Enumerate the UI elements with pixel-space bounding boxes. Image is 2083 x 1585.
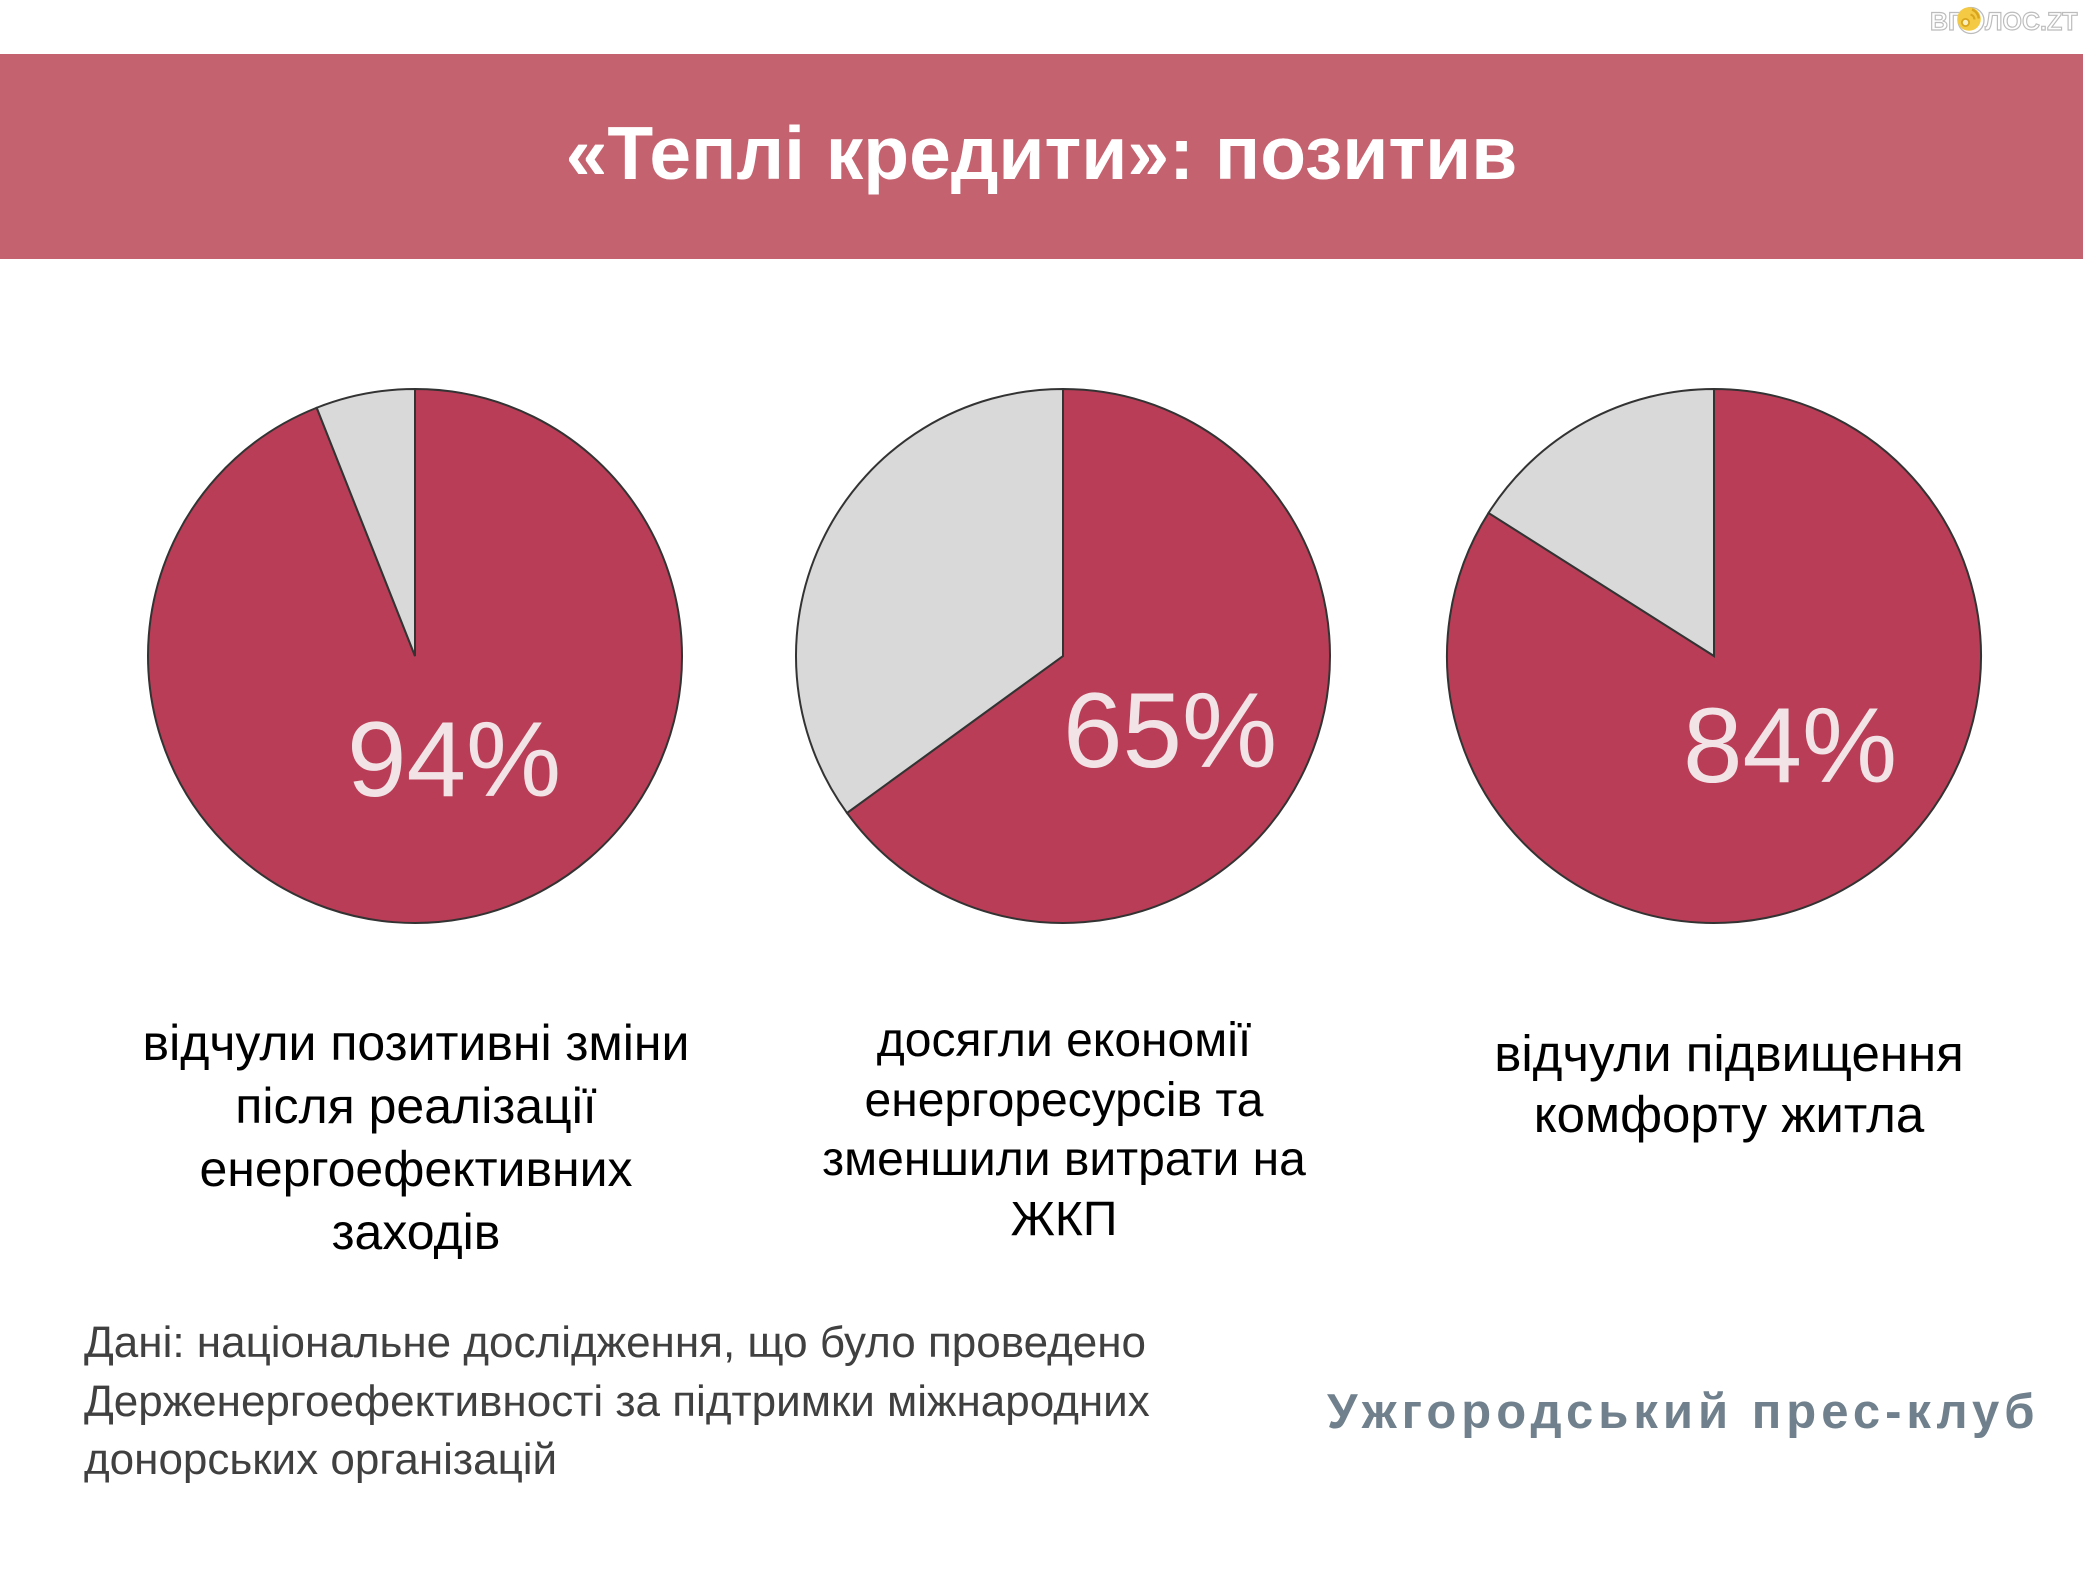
svg-text:ВГ: ВГ (1930, 8, 1962, 36)
svg-text:ЛОС.ZT: ЛОС.ZT (1985, 8, 2078, 36)
